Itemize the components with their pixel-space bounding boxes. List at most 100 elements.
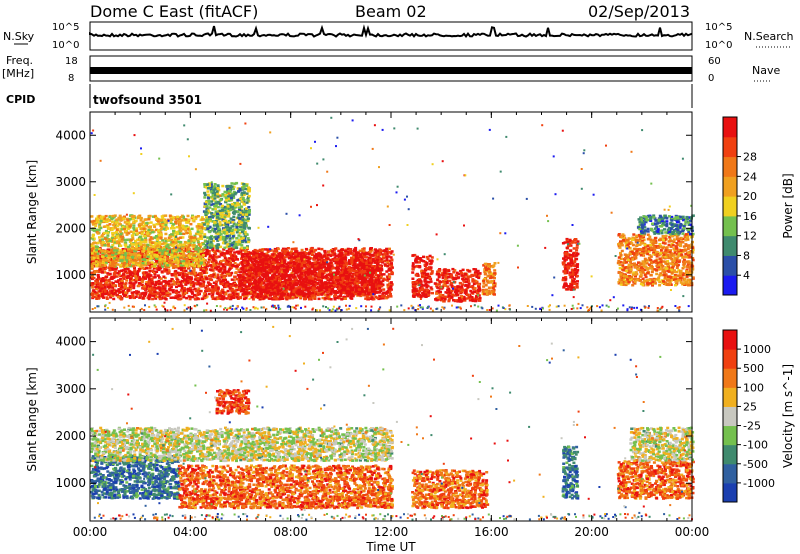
data-cell (117, 251, 121, 254)
program-name: twofsound 3501 (93, 93, 202, 107)
data-cell (210, 238, 214, 241)
data-cell (96, 295, 100, 299)
data-cell (104, 214, 108, 218)
data-cell (134, 255, 138, 259)
data-cell (99, 259, 102, 262)
data-cell (317, 247, 321, 250)
data-cell (325, 295, 329, 298)
data-cell (185, 296, 189, 300)
data-cell (267, 276, 271, 279)
data-cell (159, 282, 163, 285)
data-cell (103, 288, 107, 291)
data-cell (91, 256, 94, 259)
data-cell (176, 261, 180, 265)
data-cell (343, 249, 347, 253)
data-cell (264, 270, 268, 273)
data-cell (237, 223, 241, 227)
data-cell (370, 296, 374, 299)
data-cell (241, 188, 245, 191)
data-cell (307, 283, 311, 287)
data-cell (92, 237, 96, 240)
data-cell (386, 285, 390, 289)
data-cell (129, 271, 133, 275)
data-cell (104, 278, 108, 282)
data-cell (161, 289, 165, 292)
data-cell (161, 218, 165, 221)
data-cell (224, 221, 228, 224)
data-cell (202, 277, 206, 281)
data-cell (204, 200, 208, 204)
data-cell (133, 275, 137, 278)
data-cell (235, 284, 239, 287)
data-cell (126, 250, 130, 253)
data-cell (284, 247, 288, 251)
data-cell (211, 267, 215, 270)
data-cell (211, 239, 215, 243)
data-cell (139, 258, 143, 261)
data-cell (390, 266, 394, 269)
data-cell (229, 283, 233, 286)
data-cell (188, 297, 192, 301)
data-cell (90, 244, 94, 248)
data-cell (125, 276, 129, 279)
data-cell (177, 282, 180, 286)
data-cell (186, 287, 190, 291)
data-cell (124, 241, 128, 244)
data-cell (308, 251, 311, 254)
data-cell (354, 246, 358, 250)
data-cell (225, 249, 229, 253)
data-cell (353, 277, 357, 280)
data-cell (244, 221, 248, 225)
data-cell (170, 253, 174, 256)
data-cell (163, 262, 167, 265)
data-cell (221, 297, 225, 301)
data-cell (211, 248, 215, 251)
data-cell (204, 294, 208, 297)
data-cell (223, 270, 227, 273)
data-cell (159, 237, 163, 240)
data-cell (134, 219, 138, 223)
data-cell (123, 261, 127, 265)
data-cell (163, 250, 167, 253)
data-cell (252, 295, 256, 298)
data-cell (129, 277, 132, 281)
data-cell (193, 272, 197, 275)
data-cell (181, 272, 184, 275)
data-cell (260, 256, 264, 260)
data-cell (169, 285, 173, 289)
data-cell (387, 255, 391, 258)
data-cell (230, 278, 234, 281)
data-cell (211, 260, 214, 264)
data-cell (167, 269, 171, 272)
data-cell (161, 239, 165, 242)
data-cell (136, 244, 140, 247)
data-cell (99, 280, 103, 283)
data-cell (197, 237, 201, 240)
data-cell (189, 239, 193, 242)
data-cell (274, 249, 278, 252)
data-cell (242, 200, 246, 204)
data-cell (164, 265, 168, 269)
data-cell (214, 259, 218, 262)
data-cell (90, 253, 94, 257)
data-cell (198, 245, 202, 248)
data-cell (269, 294, 272, 297)
data-cell (129, 253, 133, 257)
data-cell (323, 293, 327, 296)
data-cell (177, 244, 181, 247)
data-cell (115, 228, 119, 231)
data-cell (128, 244, 132, 247)
data-cell (247, 217, 250, 220)
data-cell (165, 245, 169, 248)
data-cell (168, 292, 172, 296)
data-cell (166, 264, 170, 267)
data-cell (187, 271, 191, 275)
data-cell (101, 250, 105, 253)
data-cell (196, 253, 200, 256)
data-cell (113, 238, 116, 242)
data-cell (150, 253, 154, 256)
data-cell (281, 261, 285, 265)
data-cell (116, 295, 120, 299)
data-cell (99, 294, 103, 297)
data-cell (219, 280, 223, 284)
